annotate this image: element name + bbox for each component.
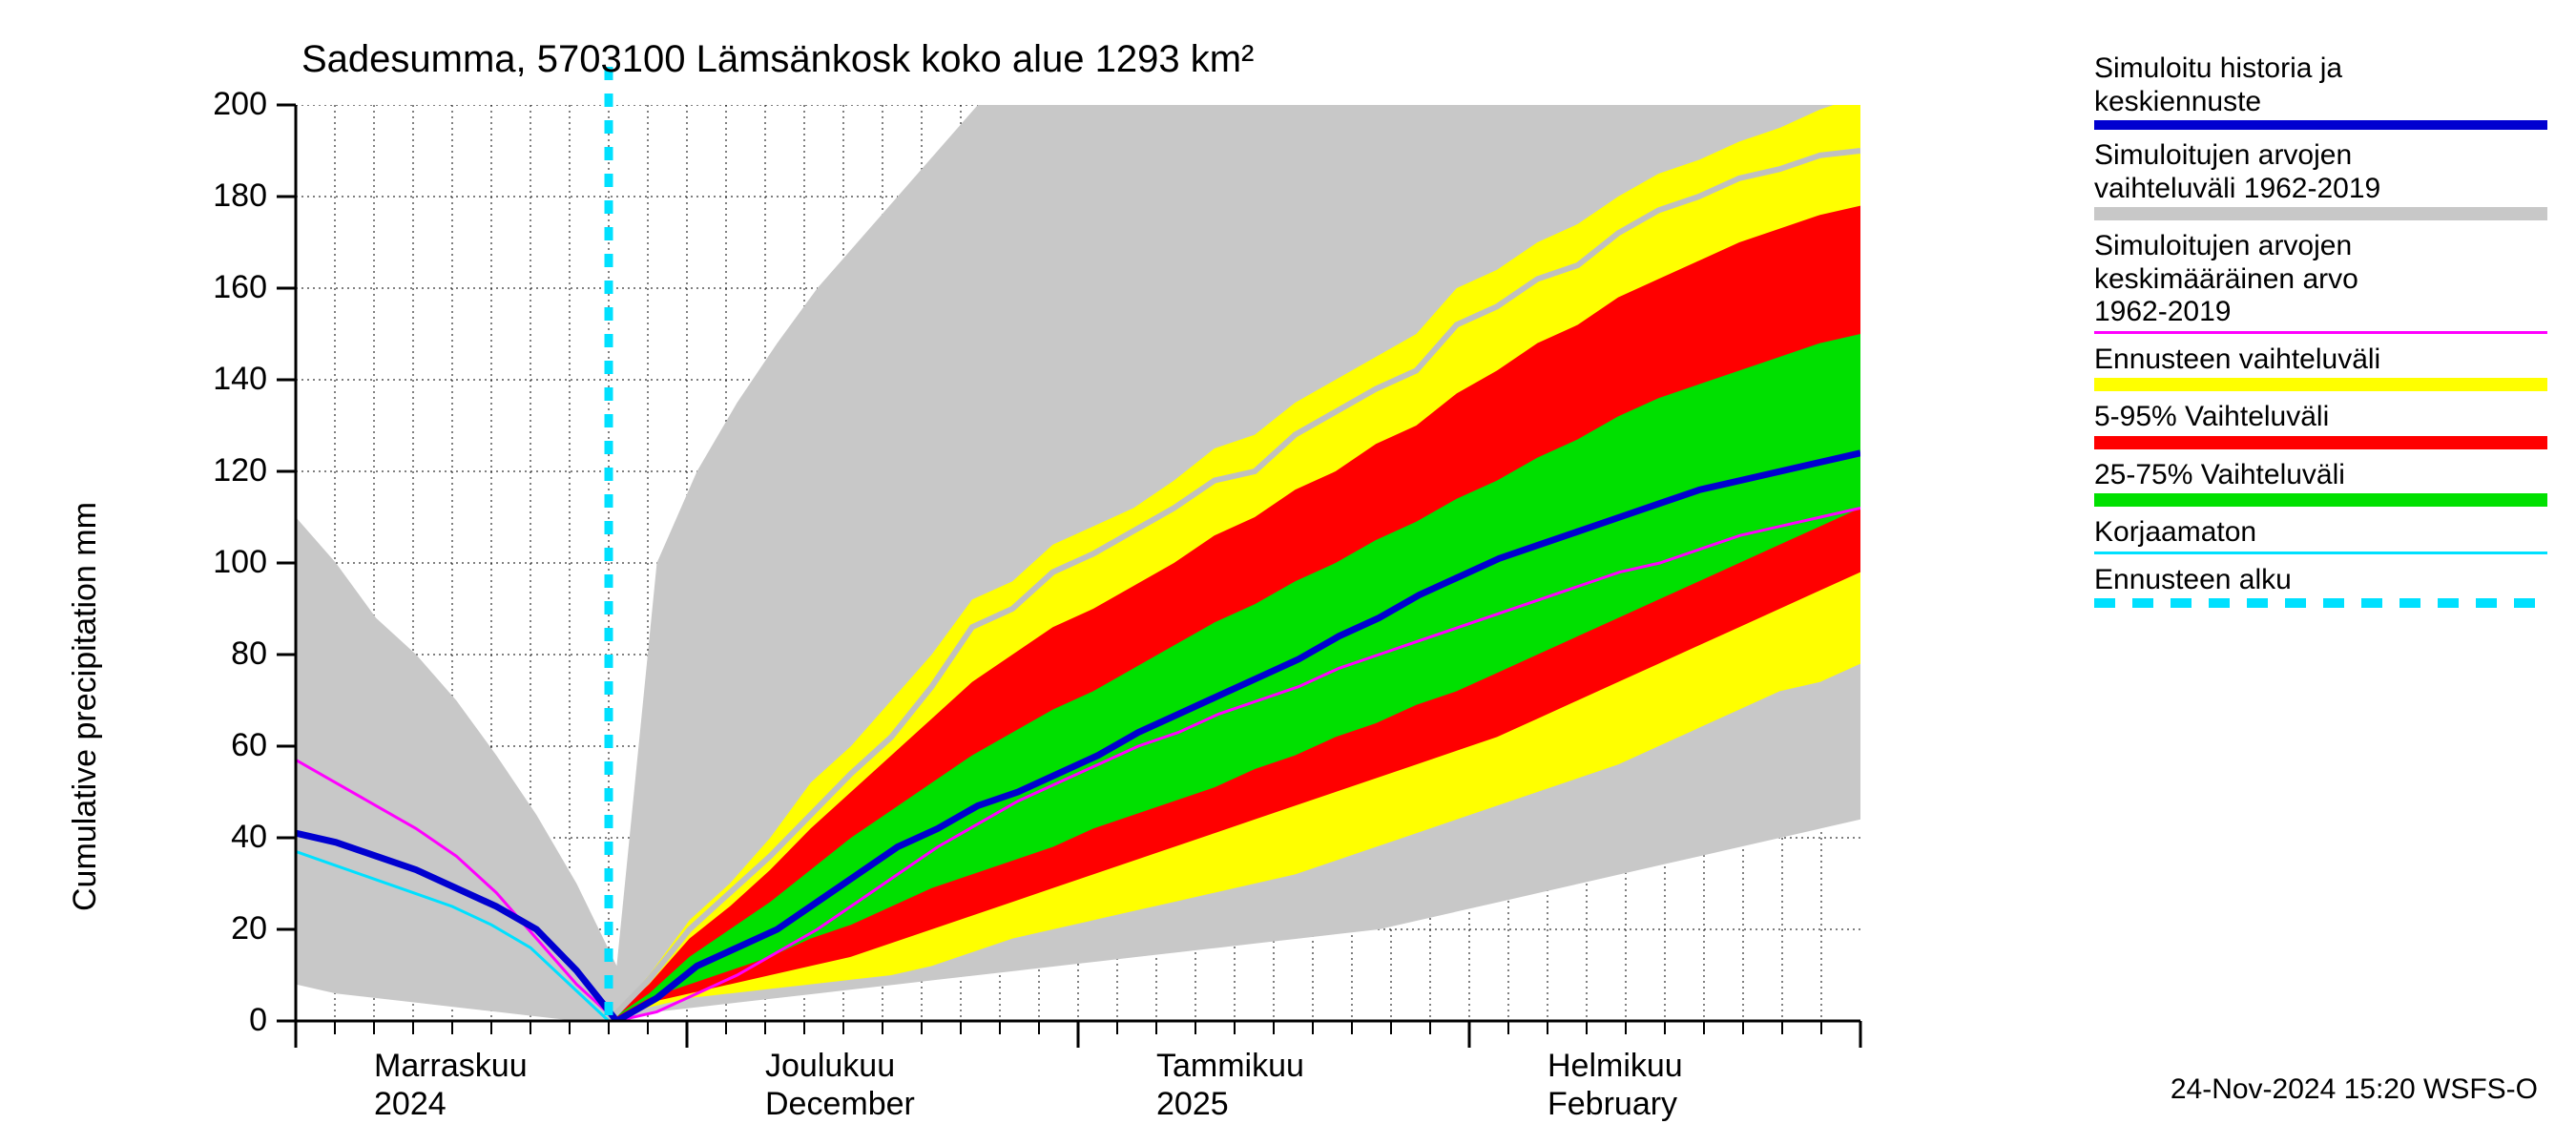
legend-text: Ennusteen vaihteluväli xyxy=(2094,344,2547,377)
legend: Simuloitu historia jakeskiennuste Simuloi… xyxy=(2094,52,2547,617)
y-tick-label: 0 xyxy=(249,1002,267,1039)
legend-swatch xyxy=(2094,331,2547,334)
legend-item: Ennusteen vaihteluväli xyxy=(2094,344,2547,392)
y-tick-label: 200 xyxy=(213,86,267,123)
legend-item: Korjaamaton xyxy=(2094,516,2547,554)
y-tick-label: 180 xyxy=(213,177,267,215)
legend-swatch xyxy=(2094,120,2547,130)
legend-item: Simuloitujen arvojenvaihteluväli 1962-20… xyxy=(2094,139,2547,220)
bands xyxy=(296,0,1860,1021)
legend-item: 5-95% Vaihteluväli xyxy=(2094,401,2547,449)
legend-item: Ennusteen alku xyxy=(2094,564,2547,609)
y-axis-label: Cumulative precipitation mm xyxy=(67,502,104,911)
legend-item: 25-75% Vaihteluväli xyxy=(2094,459,2547,508)
month-label-top: Joulukuu xyxy=(765,1048,895,1085)
y-tick-label: 160 xyxy=(213,269,267,306)
legend-text: 5-95% Vaihteluväli xyxy=(2094,401,2547,434)
month-label-top: Helmikuu xyxy=(1548,1048,1683,1085)
legend-text: Simuloitujen arvojenvaihteluväli 1962-20… xyxy=(2094,139,2547,205)
month-label-bottom: 2025 xyxy=(1156,1086,1229,1123)
legend-text: Ennusteen alku xyxy=(2094,564,2547,597)
month-label-top: Marraskuu xyxy=(374,1048,528,1085)
y-tick-label: 80 xyxy=(231,635,267,673)
legend-swatch xyxy=(2094,493,2547,507)
chart-title: Sadesumma, 5703100 Lämsänkosk koko alue … xyxy=(301,38,1254,81)
y-tick-label: 20 xyxy=(231,910,267,947)
legend-swatch xyxy=(2094,207,2547,220)
legend-item: Simuloitu historia jakeskiennuste xyxy=(2094,52,2547,130)
legend-text: Simuloitu historia jakeskiennuste xyxy=(2094,52,2547,118)
month-label-bottom: 2024 xyxy=(374,1086,447,1123)
legend-text: 25-75% Vaihteluväli xyxy=(2094,459,2547,492)
legend-swatch xyxy=(2094,378,2547,391)
legend-text: Korjaamaton xyxy=(2094,516,2547,550)
legend-swatch xyxy=(2094,598,2547,608)
month-label-bottom: February xyxy=(1548,1086,1677,1123)
month-label-bottom: December xyxy=(765,1086,915,1123)
legend-swatch xyxy=(2094,552,2547,554)
legend-swatch xyxy=(2094,436,2547,449)
y-tick-label: 120 xyxy=(213,452,267,489)
y-tick-label: 60 xyxy=(231,727,267,764)
y-tick-label: 100 xyxy=(213,544,267,581)
y-tick-label: 40 xyxy=(231,819,267,856)
month-label-top: Tammikuu xyxy=(1156,1048,1304,1085)
legend-text: Simuloitujen arvojenkeskimääräinen arvo … xyxy=(2094,230,2547,329)
y-tick-label: 140 xyxy=(213,361,267,398)
chart-container: Cumulative precipitation mm Sadesumma, 5… xyxy=(0,0,2576,1145)
legend-item: Simuloitujen arvojenkeskimääräinen arvo … xyxy=(2094,230,2547,334)
footer-timestamp: 24-Nov-2024 15:20 WSFS-O xyxy=(2171,1073,2538,1106)
